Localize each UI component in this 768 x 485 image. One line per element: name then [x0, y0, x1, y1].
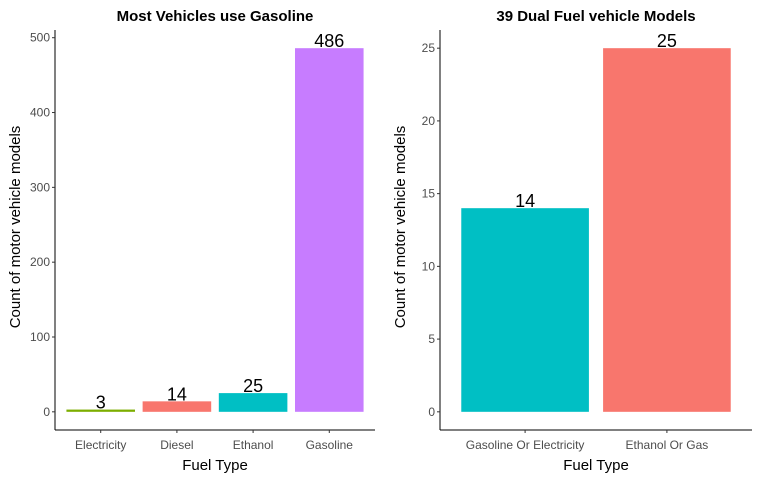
plot-area: 14 25 0 5 10 15 20 25 Gasoline Or Electricity Eth… [422, 30, 752, 452]
data-label: 25 [243, 376, 263, 396]
panel-fuel-types: Most Vehicles use Gasoline Fuel Type Cou… [7, 8, 375, 474]
y-axis-title: Count of motor vehicle models [7, 126, 24, 329]
y-tick-label: 100 [30, 330, 50, 344]
y-tick-label: 0 [43, 405, 50, 419]
y-tick-label: 200 [30, 255, 50, 269]
chart-title: 39 Dual Fuel vehicle Models [496, 8, 695, 25]
y-tick-label: 10 [422, 259, 436, 273]
y-tick-label: 400 [30, 106, 50, 120]
y-tick-label: 20 [422, 114, 436, 128]
x-axis-title: Fuel Type [182, 457, 248, 474]
bar-electricity [66, 409, 135, 412]
bar-gasoline [295, 48, 364, 412]
x-tick-label: Diesel [160, 438, 193, 452]
y-tick-label: 5 [428, 332, 435, 346]
chart-title: Most Vehicles use Gasoline [117, 8, 314, 25]
bar-ethanol-or-gas [603, 48, 731, 412]
plot-area: 3 14 25 486 0 100 200 300 400 500 Electricity Diese… [30, 30, 375, 452]
y-tick-label: 15 [422, 187, 436, 201]
x-tick-label: Gasoline Or Electricity [466, 438, 585, 452]
bar-gasoline-or-electricity [461, 208, 589, 412]
panel-dual-fuel: 39 Dual Fuel vehicle Models Fuel Type Co… [392, 8, 752, 474]
y-tick-label: 0 [428, 405, 435, 419]
data-label: 25 [657, 31, 677, 51]
x-tick-label: Ethanol Or Gas [626, 438, 709, 452]
y-tick-label: 500 [30, 31, 50, 45]
x-tick-label: Gasoline [306, 438, 354, 452]
y-tick-label: 300 [30, 180, 50, 194]
data-label: 3 [96, 393, 106, 413]
data-label: 14 [167, 384, 187, 404]
bar-diesel [142, 401, 212, 412]
y-axis-title: Count of motor vehicle models [392, 126, 409, 329]
x-axis-title: Fuel Type [563, 457, 629, 474]
y-tick-label: 25 [422, 41, 436, 55]
x-tick-label: Ethanol [233, 438, 274, 452]
x-tick-label: Electricity [75, 438, 126, 452]
data-label: 486 [314, 31, 344, 51]
data-label: 14 [515, 191, 535, 211]
bar-ethanol [218, 393, 288, 412]
